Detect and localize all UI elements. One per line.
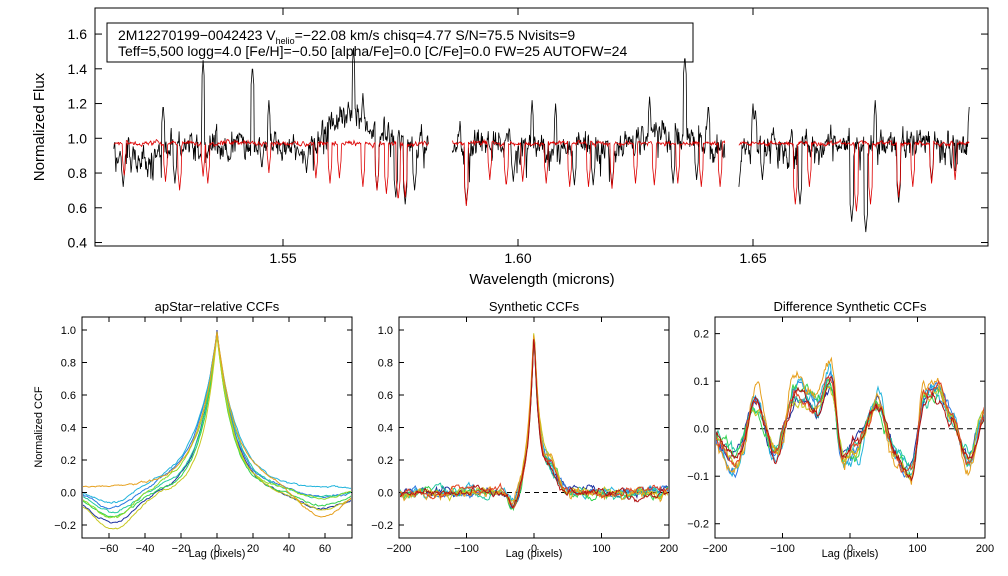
x-tick-label: −60 <box>100 543 119 555</box>
ccf-apstar-lines <box>83 329 351 530</box>
x-tick-label: 100 <box>592 543 610 555</box>
y-tick-label: 1.4 <box>68 61 88 77</box>
y-tick-label: −0.2 <box>371 520 393 532</box>
ccf-synthetic-xlabel: Lag (pixels) <box>506 548 563 560</box>
y-tick-label: −0.2 <box>687 519 709 531</box>
x-tick-label: −40 <box>136 543 155 555</box>
y-tick-label: 1.0 <box>61 325 76 337</box>
spectrum-annotation-box <box>106 22 694 63</box>
y-tick-label: 0.1 <box>694 376 709 388</box>
y-tick-label: 0.0 <box>694 424 709 436</box>
spectrum-observed-chip-2 <box>451 58 726 205</box>
x-tick-label: 1.55 <box>269 250 296 266</box>
ccf-difference-visit-3 <box>716 362 984 477</box>
ccf-apstar-title: apStar−relative CCFs <box>155 299 280 314</box>
y-tick-label: 0.0 <box>61 487 76 499</box>
y-tick-label: −0.2 <box>54 520 76 532</box>
ccf-difference-visit-7 <box>716 356 984 485</box>
spectrum-model-chip-3 <box>738 138 970 212</box>
x-tick-label: −200 <box>703 543 728 555</box>
ccf-synthetic-visit-2 <box>400 336 668 510</box>
y-tick-label: 1.6 <box>68 26 88 42</box>
y-tick-label: 0.8 <box>68 165 88 181</box>
x-tick-label: 200 <box>976 543 994 555</box>
y-tick-label: 0.2 <box>378 455 393 467</box>
annotation-line-1: 2M12270199−0042423 Vhelio=−22.08 km/s ch… <box>118 27 575 46</box>
ccf-apstar-ylabel: Normalized CCF <box>33 386 45 468</box>
spectrum-frame <box>94 7 989 247</box>
x-tick-label: −20 <box>172 543 191 555</box>
ccf-synthetic-visit-4 <box>400 335 668 509</box>
y-tick-label: 0.2 <box>61 455 76 467</box>
y-tick-label: −0.1 <box>687 471 709 483</box>
ccf-synthetic-visit-7 <box>400 335 668 505</box>
ccf-synthetic-frame <box>398 316 670 539</box>
y-tick-label: 1.0 <box>68 130 88 146</box>
ccf-difference-xlabel: Lag (pixels) <box>822 548 879 560</box>
y-tick-label: 1.0 <box>378 325 393 337</box>
annotation-line-2: Teff=5,500 logg=4.0 [Fe/H]=−0.50 [alpha/… <box>118 43 627 59</box>
spectrum-observed-chip-1 <box>113 47 430 205</box>
y-tick-label: 1.2 <box>68 96 88 112</box>
x-tick-label: −100 <box>454 543 479 555</box>
x-tick-label: 40 <box>283 543 295 555</box>
ccf-synthetic-visit-8 <box>400 339 668 509</box>
spectrum-model-chip-2 <box>451 138 726 207</box>
ccf-difference-visit-9 <box>716 375 984 482</box>
x-tick-label: 1.65 <box>739 250 766 266</box>
ccf-difference-lines <box>716 356 984 485</box>
ccf-apstar-visit-2 <box>83 331 351 510</box>
x-tick-label: 0 <box>214 543 220 555</box>
x-tick-label: −100 <box>770 543 795 555</box>
ccf-synthetic-title: Synthetic CCFs <box>489 299 580 314</box>
x-tick-label: −200 <box>387 543 412 555</box>
ccf-apstar-visit-7 <box>83 333 351 530</box>
x-tick-label: 1.60 <box>504 250 531 266</box>
y-tick-label: 0.4 <box>61 422 76 434</box>
x-tick-label: 0 <box>847 543 853 555</box>
y-tick-label: 0.0 <box>378 487 393 499</box>
y-tick-label: 0.6 <box>61 390 76 402</box>
spectrum-panel: 2M12270199−0042423 Vhelio=−22.08 km/s ch… <box>31 7 989 288</box>
x-tick-label: 200 <box>660 543 678 555</box>
ccf-apstar-visit-3 <box>83 333 351 504</box>
y-tick-label: 0.4 <box>378 422 393 434</box>
spectrum-lines <box>113 47 970 233</box>
ccf-synthetic-lines <box>400 333 668 512</box>
ccf-apstar-frame <box>81 316 353 539</box>
y-tick-label: 0.2 <box>694 329 709 341</box>
spectrum-xlabel: Wavelength (microns) <box>469 271 614 288</box>
y-tick-label: 0.4 <box>68 235 88 251</box>
ccf-difference-panel: Difference Synthetic CCFs Lag (pixels) −… <box>687 299 994 560</box>
ccf-difference-title: Difference Synthetic CCFs <box>774 299 927 314</box>
y-tick-label: 0.8 <box>378 357 393 369</box>
ccf-apstar-visit-1 <box>83 329 351 524</box>
x-tick-label: 0 <box>531 543 537 555</box>
spectrum-model-chip-1 <box>113 138 430 199</box>
ccf-apstar-visit-5 <box>83 333 351 518</box>
x-tick-label: 20 <box>247 543 259 555</box>
spectrum-observed-chip-3 <box>738 100 970 233</box>
y-tick-label: 0.6 <box>378 390 393 402</box>
y-tick-label: 0.8 <box>61 357 76 369</box>
y-tick-label: 0.6 <box>68 200 88 216</box>
ccf-synthetic-visit-9 <box>400 339 668 509</box>
ccf-synthetic-visit-6 <box>400 333 668 502</box>
ccf-apstar-visit-8 <box>83 331 351 518</box>
ccf-synthetic-visit-1 <box>400 336 668 510</box>
ccf-apstar-xlabel: Lag (pixels) <box>189 548 246 560</box>
ccf-difference-frame <box>714 316 986 539</box>
x-tick-label: 100 <box>908 543 926 555</box>
ccf-apstar-visit-6 <box>83 334 351 519</box>
ccf-synthetic-panel: Synthetic CCFs Lag (pixels) −200 −100 0 100… <box>371 299 678 560</box>
ccf-apstar-panel: apStar−relative CCFs Lag (pixels) Normal… <box>33 299 353 560</box>
x-tick-label: 60 <box>319 543 331 555</box>
ccf-synthetic-visit-3 <box>400 341 668 503</box>
spectrum-ylabel: Normalized Flux <box>31 72 48 181</box>
